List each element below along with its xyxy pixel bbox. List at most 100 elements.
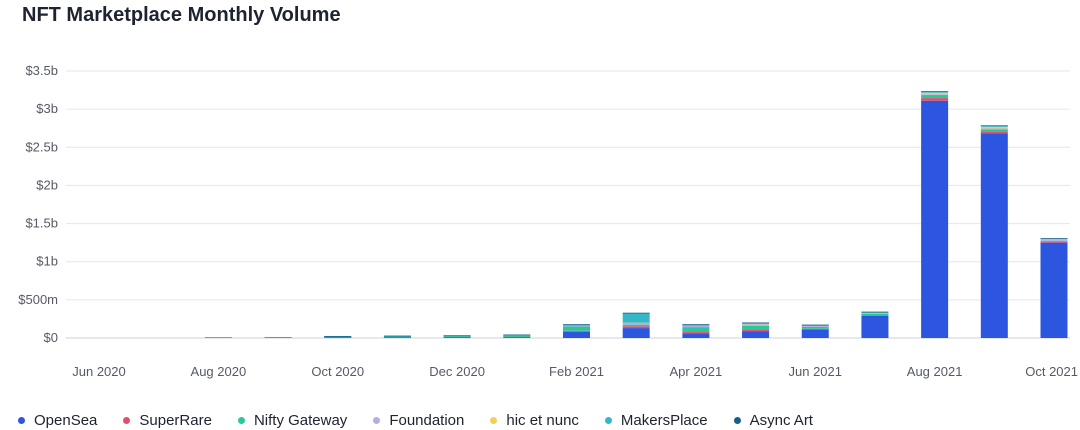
bar-5-6: [383, 335, 411, 337]
bar-15-3: [980, 128, 1008, 130]
legend-swatch-icon: [373, 417, 381, 424]
chart-legend: OpenSea SuperRare Nifty Gateway Foundation h…: [18, 412, 839, 429]
bar-15-4: [980, 126, 1008, 129]
y-tick-label-5: $2.5b: [25, 139, 58, 154]
bar-7-6: [503, 334, 531, 336]
bar-12-1: [801, 328, 829, 330]
bar-4-6: [324, 335, 352, 337]
bar-16-0: [1040, 242, 1068, 338]
bar-12-3: [801, 326, 829, 327]
chart-title: NFT Marketplace Monthly Volume: [22, 4, 341, 26]
bar-11-5: [742, 323, 770, 325]
bar-10-0: [682, 333, 710, 338]
bar-9-3: [622, 322, 650, 325]
bar-6-2: [443, 336, 471, 337]
bar-10-5: [682, 324, 710, 326]
bar-15-6: [980, 125, 1008, 127]
bar-15-0: [980, 133, 1008, 338]
bar-8-6: [563, 324, 590, 326]
x-tick-label-0: Jun 2020: [72, 364, 126, 379]
y-tick-label-1: $500m: [18, 292, 58, 307]
bar-8-5: [563, 324, 590, 326]
legend-swatch-icon: [237, 417, 245, 424]
bar-13-2: [861, 313, 889, 316]
legend-item-2[interactable]: Nifty Gateway: [237, 412, 347, 429]
legend-label: Foundation: [389, 412, 465, 429]
bar-11-3: [742, 324, 770, 326]
legend-swatch-icon: [18, 417, 25, 424]
y-tick-label-3: $1.5b: [25, 216, 58, 231]
bar-7-0: [503, 337, 531, 338]
bar-15-5: [980, 126, 1008, 127]
bar-14-0: [921, 100, 949, 338]
x-tick-label-12: Jun 2021: [789, 364, 843, 379]
bar-14-4: [921, 92, 949, 95]
x-tick-label-14: Aug 2021: [907, 364, 963, 379]
x-tick-label-4: Oct 2020: [311, 364, 364, 379]
y-tick-label-7: $3.5b: [25, 63, 58, 78]
x-tick-label-10: Apr 2021: [669, 364, 722, 379]
bar-11-0: [742, 331, 770, 338]
legend-item-6[interactable]: Async Art: [733, 412, 813, 429]
x-tick-label-6: Dec 2020: [429, 364, 485, 379]
bar-15-1: [980, 131, 1008, 134]
bar-2-1: [204, 337, 232, 338]
bar-6-6: [443, 335, 471, 337]
bar-16-1: [1040, 241, 1068, 243]
bar-12-2: [801, 326, 829, 329]
bar-11-2: [742, 325, 770, 330]
bar-5-2: [383, 336, 411, 338]
x-tick-label-2: Aug 2020: [191, 364, 247, 379]
legend-swatch-icon: [604, 417, 612, 424]
legend-item-5[interactable]: MakersPlace: [604, 412, 708, 429]
bar-6-1: [443, 336, 471, 338]
bar-7-1: [503, 336, 531, 338]
legend-item-0[interactable]: OpenSea: [18, 412, 97, 429]
bar-9-1: [622, 326, 650, 329]
chart-plot: $0 $500m $1b $1.5b $2b $2.5b $3b $3.5b Jun 2020 A…: [18, 63, 1078, 379]
x-tick-label-8: Feb 2021: [549, 364, 604, 379]
legend-label: MakersPlace: [620, 412, 708, 429]
bar-4-1: [324, 336, 352, 338]
bar-8-2: [563, 326, 590, 331]
legend-swatch-icon: [123, 417, 131, 424]
bar-13-6: [861, 311, 889, 313]
bar-11-6: [742, 322, 770, 324]
bar-12-0: [801, 329, 829, 338]
legend-label: SuperRare: [139, 412, 212, 429]
legend-label: hic et nunc: [506, 412, 579, 429]
bar-16-6: [1040, 238, 1068, 239]
legend-item-4[interactable]: hic et nunc: [490, 412, 579, 429]
bar-14-6: [921, 91, 949, 92]
legend-label: OpenSea: [34, 412, 98, 429]
legend-swatch-icon: [490, 417, 498, 424]
bar-10-6: [682, 324, 710, 326]
bar-9-5: [622, 313, 650, 323]
bar-8-0: [563, 331, 590, 338]
y-tick-label-6: $3b: [36, 101, 58, 116]
bar-3-5: [264, 336, 292, 338]
y-tick-label-2: $1b: [36, 254, 58, 269]
bar-14-3: [921, 94, 949, 96]
bar-16-2: [1040, 240, 1068, 242]
y-tick-label-4: $2b: [36, 177, 58, 192]
bar-10-3: [682, 325, 710, 328]
bar-7-2: [503, 335, 531, 337]
bar-15-2: [980, 129, 1008, 132]
bar-9-0: [622, 328, 650, 338]
bar-14-1: [921, 98, 949, 101]
bar-16-3: [1040, 239, 1068, 241]
y-tick-label-0: $0: [44, 330, 58, 345]
bar-8-1: [563, 330, 590, 332]
legend-item-1[interactable]: SuperRare: [123, 412, 212, 429]
bar-14-2: [921, 95, 949, 99]
bar-6-0: [443, 337, 471, 338]
bar-8-3: [563, 325, 590, 327]
bar-10-1: [682, 332, 710, 334]
legend-item-3[interactable]: Foundation: [373, 412, 464, 429]
x-tick-label-16: Oct 2021: [1025, 364, 1078, 379]
bar-13-3: [861, 313, 889, 314]
bar-13-0: [861, 315, 889, 338]
bar-11-1: [742, 329, 770, 332]
bar-10-2: [682, 327, 710, 333]
